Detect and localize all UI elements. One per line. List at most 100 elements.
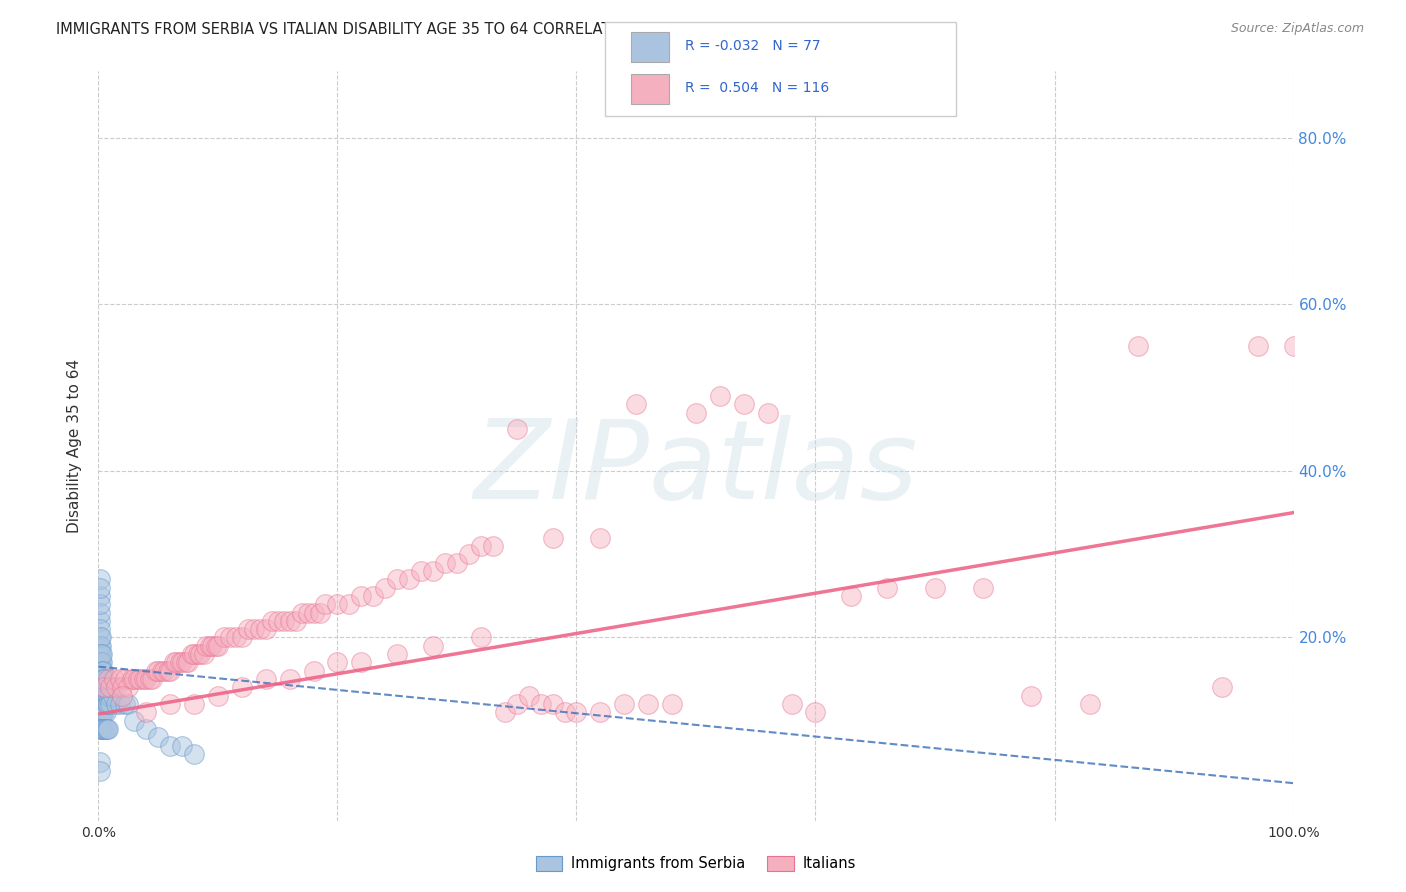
Point — [195, 639, 218, 653]
Text: Source: ZipAtlas.com: Source: ZipAtlas.com — [1230, 22, 1364, 36]
Point — [254, 622, 277, 636]
Point — [96, 689, 118, 703]
Point — [187, 647, 209, 661]
Point — [422, 639, 444, 653]
Point — [90, 647, 112, 661]
Point — [150, 664, 173, 678]
Point — [96, 697, 118, 711]
Point — [613, 697, 636, 711]
Point — [90, 714, 112, 728]
Point — [141, 672, 163, 686]
Point — [111, 681, 134, 695]
Point — [89, 756, 111, 770]
Point — [94, 697, 117, 711]
Point — [589, 706, 612, 720]
Point — [225, 631, 247, 645]
Point — [398, 572, 420, 586]
Point — [446, 556, 468, 570]
Point — [183, 647, 205, 661]
Point — [876, 581, 898, 595]
Point — [90, 722, 112, 736]
Point — [385, 572, 409, 586]
Point — [530, 697, 553, 711]
Point — [89, 764, 111, 778]
Point — [198, 639, 221, 653]
Point — [97, 722, 120, 736]
Point — [541, 697, 564, 711]
Point — [183, 697, 205, 711]
Point — [434, 556, 457, 570]
Point — [93, 722, 115, 736]
Point — [278, 672, 301, 686]
Point — [93, 681, 115, 695]
Point — [193, 647, 215, 661]
Point — [972, 581, 994, 595]
Point — [89, 664, 111, 678]
Point — [111, 689, 134, 703]
Point — [278, 614, 301, 628]
Point — [105, 697, 128, 711]
Point — [1128, 339, 1150, 353]
Point — [804, 706, 827, 720]
Point — [89, 614, 111, 628]
Point — [1282, 339, 1305, 353]
Text: ZIPatlas: ZIPatlas — [474, 415, 918, 522]
Point — [339, 597, 361, 611]
Point — [98, 681, 122, 695]
Point — [517, 689, 540, 703]
Point — [183, 747, 205, 761]
Point — [661, 697, 683, 711]
Point — [350, 656, 373, 670]
Y-axis label: Disability Age 35 to 64: Disability Age 35 to 64 — [67, 359, 83, 533]
Point — [91, 706, 114, 720]
Point — [132, 672, 155, 686]
Point — [159, 664, 181, 678]
Point — [91, 681, 114, 695]
Point — [91, 647, 114, 661]
Point — [90, 664, 112, 678]
Point — [231, 681, 253, 695]
Point — [89, 722, 111, 736]
Point — [709, 389, 731, 403]
Point — [91, 672, 114, 686]
Point — [188, 647, 211, 661]
Point — [172, 739, 194, 753]
Point — [204, 639, 226, 653]
Point — [924, 581, 946, 595]
Point — [121, 672, 143, 686]
Point — [506, 697, 529, 711]
Point — [98, 689, 122, 703]
Point — [114, 697, 136, 711]
Point — [93, 681, 115, 695]
Point — [374, 581, 396, 595]
Point — [207, 639, 229, 653]
Point — [93, 689, 115, 703]
Point — [91, 697, 114, 711]
Point — [780, 697, 803, 711]
Point — [153, 664, 176, 678]
Point — [89, 681, 111, 695]
Point — [89, 606, 111, 620]
Point — [201, 639, 224, 653]
Point — [89, 656, 111, 670]
Point — [411, 564, 433, 578]
Point — [565, 706, 588, 720]
Point — [148, 731, 170, 745]
Point — [148, 664, 170, 678]
Point — [90, 706, 112, 720]
Point — [207, 689, 229, 703]
Point — [541, 531, 564, 545]
Point — [458, 547, 481, 561]
Point — [91, 664, 114, 678]
Point — [89, 647, 111, 661]
Point — [91, 722, 114, 736]
Point — [89, 589, 111, 603]
Point — [108, 672, 131, 686]
Point — [135, 706, 157, 720]
Text: IMMIGRANTS FROM SERBIA VS ITALIAN DISABILITY AGE 35 TO 64 CORRELATION CHART: IMMIGRANTS FROM SERBIA VS ITALIAN DISABI… — [56, 22, 692, 37]
Point — [243, 622, 266, 636]
Point — [90, 656, 112, 670]
Point — [94, 689, 117, 703]
Point — [129, 672, 152, 686]
Point — [422, 564, 444, 578]
